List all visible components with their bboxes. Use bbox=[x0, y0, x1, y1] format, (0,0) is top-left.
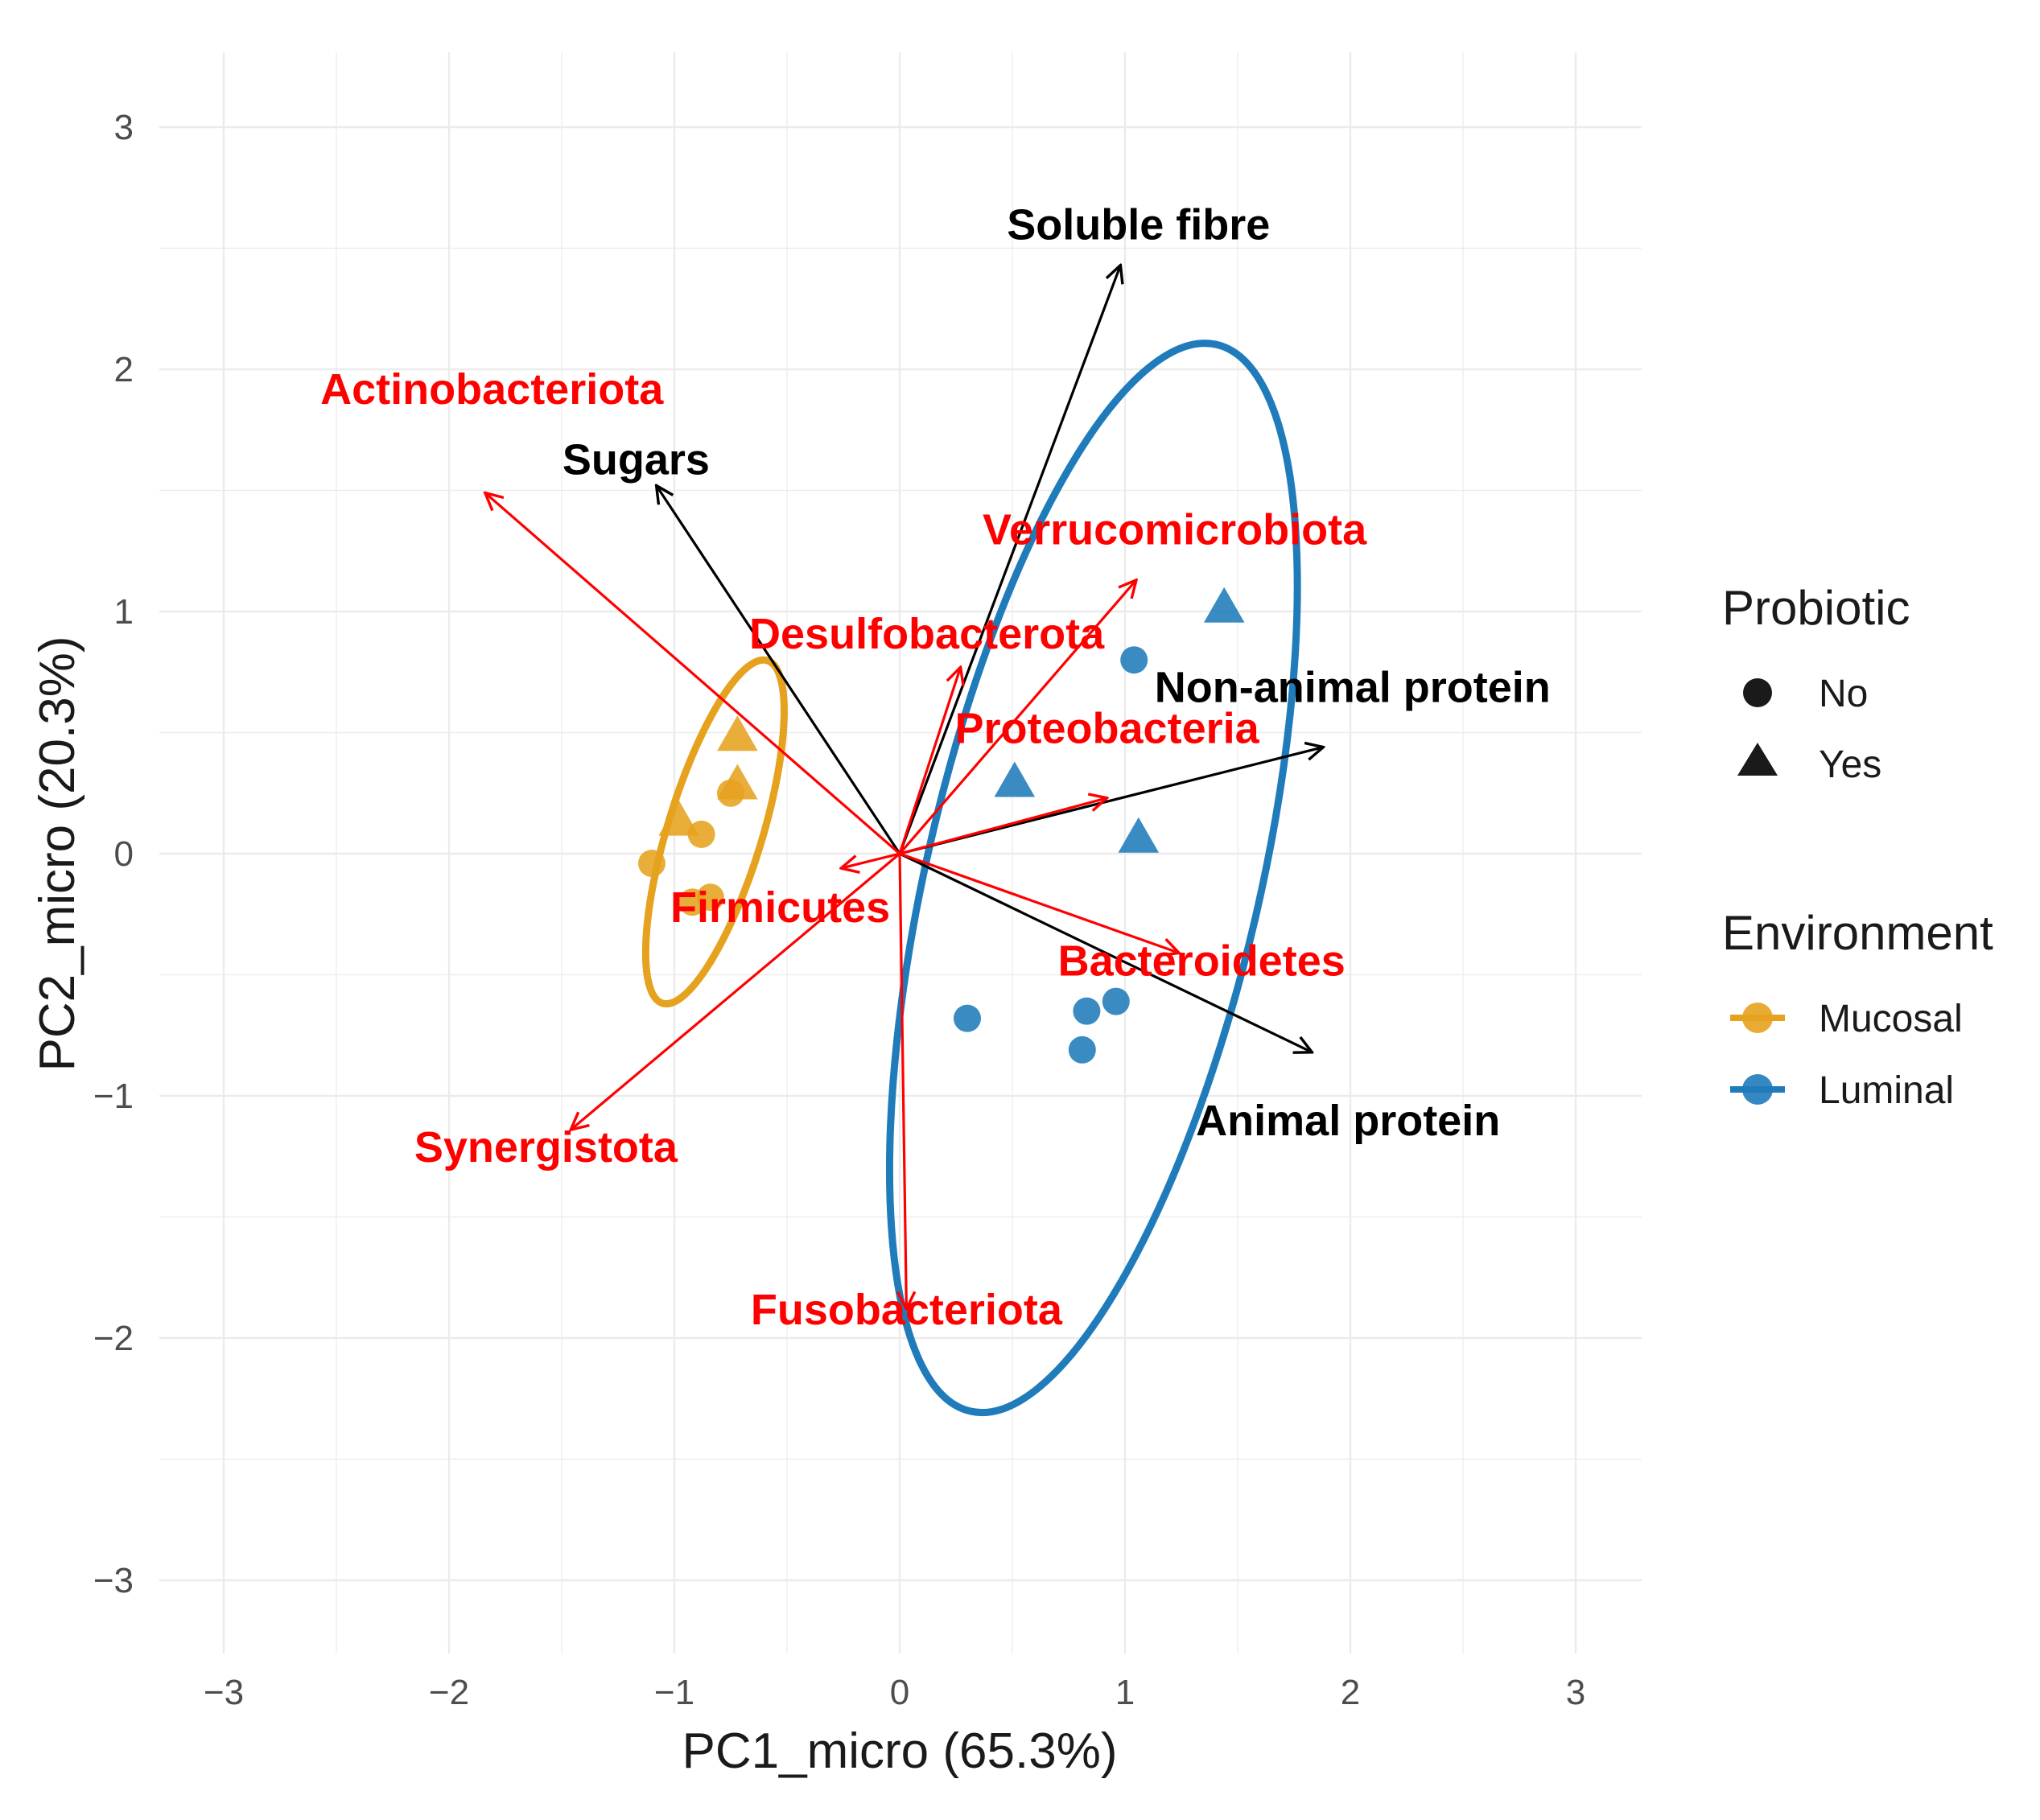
phylum-vector bbox=[571, 852, 901, 1130]
legend-key-triangle bbox=[1737, 743, 1778, 776]
legend-key-dot-luminal bbox=[1742, 1074, 1773, 1105]
y-tick-label: −3 bbox=[93, 1561, 134, 1600]
phylum-label: Actinobacteriota bbox=[320, 365, 664, 414]
x-tick-label: −3 bbox=[204, 1673, 244, 1712]
phylum-vector bbox=[898, 667, 961, 854]
legend-label-no: No bbox=[1819, 673, 1868, 715]
diet-label: Non-animal protein bbox=[1155, 663, 1551, 711]
ellipse-luminal bbox=[885, 340, 1301, 1417]
y-tick-label: 3 bbox=[114, 108, 134, 147]
loading-vectors bbox=[485, 266, 1324, 1309]
legend-title-environment: Environment bbox=[1722, 906, 1993, 960]
phylum-label: Firmicutes bbox=[670, 883, 890, 932]
ellipse-mucosal bbox=[641, 656, 788, 1008]
sample-point-triangle bbox=[994, 761, 1036, 797]
legend-label-mucosal: Mucosal bbox=[1819, 998, 1963, 1040]
phylum-label: Bacteroidetes bbox=[1058, 937, 1346, 985]
legend-label-luminal: Luminal bbox=[1819, 1069, 1954, 1112]
sample-point-circle bbox=[687, 820, 715, 848]
sample-point-triangle bbox=[717, 715, 758, 751]
phylum-label: Proteobacteria bbox=[955, 704, 1260, 752]
vector-labels: Actinobacteriota Desulfobacterota Verrucom… bbox=[320, 200, 1551, 1333]
legend: Probiotic No Yes Environment Mucosal Luminal bbox=[1722, 581, 1993, 1112]
y-tick-label: −2 bbox=[93, 1319, 134, 1358]
sample-point-circle bbox=[1068, 1036, 1096, 1064]
sample-point-circle bbox=[638, 850, 666, 878]
diet-vector bbox=[898, 266, 1120, 854]
x-tick-label: 2 bbox=[1341, 1673, 1360, 1712]
x-tick-label: 3 bbox=[1566, 1673, 1585, 1712]
x-axis-title: PC1_micro (65.3%) bbox=[682, 1723, 1118, 1779]
phylum-vector bbox=[485, 493, 901, 855]
axis-ticks: −3 −2 −1 0 1 2 3 −3 −2 −1 0 1 2 3 bbox=[93, 108, 1585, 1712]
phylum-vector bbox=[898, 580, 1136, 855]
sample-point-circle bbox=[696, 883, 724, 912]
phylum-vector bbox=[900, 853, 906, 1309]
y-tick-label: 1 bbox=[114, 592, 134, 632]
sample-point-circle bbox=[1102, 987, 1130, 1015]
phylum-vector bbox=[899, 798, 1107, 855]
x-tick-label: −1 bbox=[654, 1673, 694, 1712]
legend-title-probiotic: Probiotic bbox=[1722, 581, 1910, 635]
diet-vector bbox=[899, 852, 1312, 1052]
sample-point-circle bbox=[954, 1004, 981, 1032]
sample-point-triangle bbox=[1203, 587, 1245, 623]
phylum-vector bbox=[841, 852, 900, 868]
sample-point-triangle bbox=[658, 800, 699, 836]
legend-key-dot-mucosal bbox=[1742, 1003, 1773, 1033]
diet-vector bbox=[657, 485, 901, 854]
y-axis-title: PC2_micro (20.3%) bbox=[30, 636, 85, 1072]
y-tick-label: 2 bbox=[114, 350, 134, 389]
phylum-label: Synergistota bbox=[414, 1123, 678, 1171]
sample-points bbox=[638, 587, 1245, 1064]
phylum-label: Verrucomicrobiota bbox=[983, 506, 1367, 554]
phylum-vector bbox=[899, 852, 1179, 953]
diet-label: Soluble fibre bbox=[1007, 200, 1270, 249]
x-tick-label: −2 bbox=[429, 1673, 469, 1712]
sample-point-triangle bbox=[1118, 817, 1160, 853]
x-tick-label: 1 bbox=[1115, 1673, 1135, 1712]
x-tick-label: 0 bbox=[890, 1673, 909, 1712]
sample-point-circle bbox=[1073, 997, 1101, 1025]
diet-label: Animal protein bbox=[1196, 1097, 1500, 1145]
phylum-label: Fusobacteriota bbox=[751, 1286, 1063, 1334]
diet-label: Sugars bbox=[563, 435, 710, 484]
sample-point-circle bbox=[1120, 646, 1148, 674]
legend-key-circle bbox=[1743, 678, 1772, 707]
y-tick-label: 0 bbox=[114, 834, 134, 874]
confidence-ellipses bbox=[641, 340, 1301, 1417]
sample-point-triangle bbox=[717, 764, 758, 800]
legend-label-yes: Yes bbox=[1819, 743, 1881, 786]
phylum-label: Desulfobacterota bbox=[749, 610, 1105, 658]
y-tick-label: −1 bbox=[93, 1077, 134, 1116]
